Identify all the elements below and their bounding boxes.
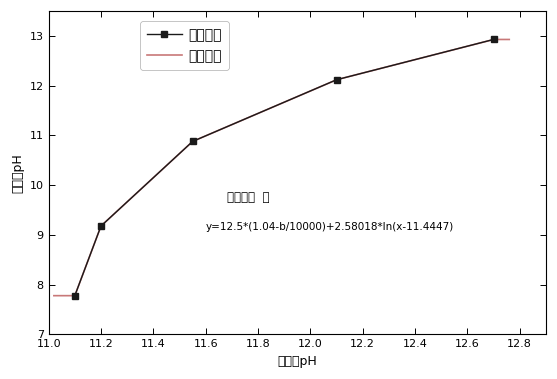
实际曲线 — [97, 224, 104, 228]
Line: 实际曲线: 实际曲线 — [72, 36, 497, 299]
拟合曲线 — [321, 83, 328, 87]
拟合曲线 — [506, 37, 512, 42]
拟合曲线 — [267, 106, 273, 111]
Legend: 实际曲线, 拟合曲线: 实际曲线, 拟合曲线 — [140, 21, 229, 70]
拟合曲线 — [51, 293, 57, 298]
拟合曲线 — [270, 105, 276, 109]
实际曲线 — [333, 77, 340, 82]
拟合曲线 — [424, 54, 431, 59]
Text: 拟合公式  ：: 拟合公式 ： — [227, 191, 269, 204]
实际曲线 — [490, 37, 497, 42]
X-axis label: 悬乎液pH: 悬乎液pH — [277, 355, 317, 368]
Line: 拟合曲线: 拟合曲线 — [54, 39, 509, 296]
拟合曲线 — [496, 37, 502, 42]
实际曲线 — [189, 139, 196, 144]
Y-axis label: 孔溶液pH: 孔溶液pH — [11, 153, 24, 193]
拟合曲线 — [490, 37, 497, 42]
实际曲线 — [71, 293, 78, 298]
Text: y=12.5*(1.04-b/10000)+2.58018*ln(x-11.4447): y=12.5*(1.04-b/10000)+2.58018*ln(x-11.44… — [206, 222, 454, 232]
拟合曲线 — [297, 93, 304, 97]
